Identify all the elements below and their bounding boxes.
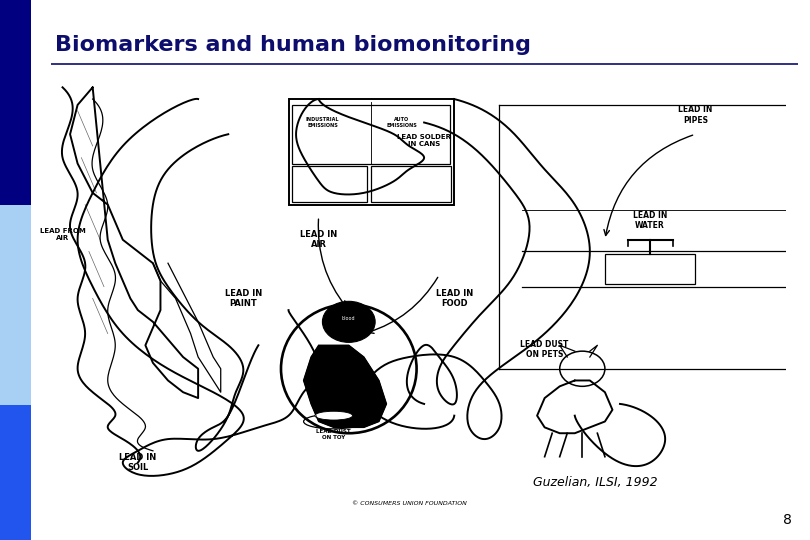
Text: LEAD IN
AIR: LEAD IN AIR <box>300 230 337 249</box>
Bar <box>292 105 450 164</box>
Bar <box>605 254 695 284</box>
Text: Guzelian, ILSI, 1992: Guzelian, ILSI, 1992 <box>533 476 658 489</box>
Text: LEAD IN
PIPES: LEAD IN PIPES <box>678 105 713 125</box>
Text: © CONSUMERS UNION FOUNDATION: © CONSUMERS UNION FOUNDATION <box>352 501 467 506</box>
Bar <box>0 205 31 405</box>
Text: Biomarkers and human biomonitoring: Biomarkers and human biomonitoring <box>55 35 531 55</box>
Bar <box>288 99 454 205</box>
Text: LEAD DUST
ON PETS: LEAD DUST ON PETS <box>521 340 569 359</box>
Text: LEAD IN
WATER: LEAD IN WATER <box>633 211 667 230</box>
Text: LEAD IN
FOOD: LEAD IN FOOD <box>436 289 473 308</box>
Text: LEAD IN
SOIL: LEAD IN SOIL <box>119 453 156 472</box>
Circle shape <box>322 301 375 342</box>
Text: LEAD DUST
ON TOY: LEAD DUST ON TOY <box>317 429 351 440</box>
Bar <box>0 0 31 205</box>
Text: INDUSTRIAL
EMISSIONS: INDUSTRIAL EMISSIONS <box>305 117 339 128</box>
Text: 8: 8 <box>783 512 792 526</box>
Bar <box>292 166 367 201</box>
Text: LEAD SOLDER
IN CANS: LEAD SOLDER IN CANS <box>397 134 451 147</box>
Text: LEAD FROM
AIR: LEAD FROM AIR <box>40 228 85 241</box>
Polygon shape <box>304 345 386 427</box>
Ellipse shape <box>315 411 352 420</box>
Text: AUTO
EMISSIONS: AUTO EMISSIONS <box>386 117 417 128</box>
Bar <box>0 405 31 540</box>
Bar <box>372 166 451 201</box>
Text: LEAD IN
PAINT: LEAD IN PAINT <box>224 289 262 308</box>
Text: blood: blood <box>342 316 356 321</box>
